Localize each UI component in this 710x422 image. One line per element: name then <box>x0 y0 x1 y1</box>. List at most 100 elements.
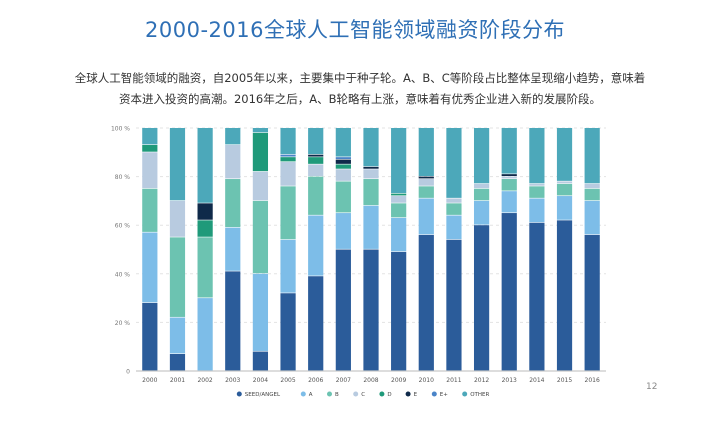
bar-segment <box>225 179 241 228</box>
bar-segment <box>252 200 269 274</box>
bar-segment <box>280 186 296 240</box>
y-tick-label: 100 % <box>111 126 130 133</box>
bar-segment <box>169 353 186 371</box>
bar-segment <box>252 351 269 371</box>
legend-label: E+ <box>440 392 448 398</box>
bar-segment <box>584 188 600 201</box>
bar-segment <box>280 128 296 155</box>
bar-segment <box>473 183 490 189</box>
bar-segment <box>529 186 545 198</box>
bar-segment <box>335 159 351 164</box>
legend-marker <box>431 391 437 397</box>
bar-segment <box>142 302 158 371</box>
x-tick-label: 2012 <box>474 377 489 384</box>
bar-segment <box>363 128 379 167</box>
bar-segment <box>501 179 517 191</box>
bar-segment <box>225 128 241 145</box>
bar-segment <box>501 191 517 213</box>
bar-segment <box>335 181 351 213</box>
legend-marker <box>353 391 359 397</box>
bar-segment <box>142 188 158 232</box>
bar-segment <box>556 183 573 196</box>
bar-segment <box>197 220 213 237</box>
bar-segment <box>169 200 186 237</box>
bar-segment <box>252 273 269 351</box>
bar-segment <box>556 181 573 184</box>
bar-segment <box>308 154 324 157</box>
bar-segment <box>529 183 545 186</box>
bar-segment <box>308 276 324 371</box>
bar-segment <box>280 293 296 371</box>
bar-segment <box>418 198 434 235</box>
bar-segment <box>363 249 379 371</box>
bar-segment <box>197 203 213 220</box>
bar-segment <box>501 174 517 176</box>
bar-segment <box>556 220 573 371</box>
bar-segment <box>280 157 296 162</box>
bar-segment <box>252 171 269 201</box>
bar-segment <box>280 239 296 293</box>
legend-label: D <box>387 392 391 398</box>
y-tick-label: 60 % <box>115 223 131 230</box>
legend-label: A <box>309 392 313 398</box>
bar-segment <box>556 128 573 181</box>
bar-segment <box>363 179 379 206</box>
bar-segment <box>142 232 158 303</box>
x-tick-label: 2002 <box>197 377 212 384</box>
bar-segment <box>363 205 379 249</box>
legend-label: SEED/ANGEL <box>245 392 281 398</box>
bar-segment <box>391 217 407 252</box>
bar-segment <box>584 183 600 189</box>
bar-segment <box>501 128 517 174</box>
bar-segment <box>584 234 600 371</box>
page-number: 12 <box>646 382 658 392</box>
bar-segment <box>529 198 545 223</box>
x-tick-label: 2001 <box>170 377 185 384</box>
x-tick-label: 2005 <box>280 377 295 384</box>
x-tick-label: 2015 <box>557 377 572 384</box>
legend-marker <box>379 391 385 397</box>
legend-marker <box>236 391 242 397</box>
bar-segment <box>446 198 462 203</box>
bar-segment <box>280 154 296 157</box>
bar-segment <box>501 176 517 179</box>
x-tick-label: 2004 <box>253 377 268 384</box>
bar-segment <box>391 193 407 196</box>
chart-title: 2000-2016全球人工智能领域融资阶段分布 <box>145 18 565 42</box>
bar-segment <box>308 215 324 276</box>
x-tick-label: 2010 <box>419 377 434 384</box>
bar-segment <box>335 213 351 249</box>
bar-segment <box>335 128 351 157</box>
bar-segment <box>142 145 158 152</box>
bar-segment <box>391 196 407 203</box>
legend-label: OTHER <box>470 392 489 398</box>
legend-marker <box>300 391 306 397</box>
x-tick-label: 2013 <box>502 377 517 384</box>
bar-segment <box>363 169 379 179</box>
bar-segment <box>391 128 407 194</box>
x-tick-label: 2003 <box>225 377 240 384</box>
bar-segment <box>142 128 158 145</box>
bar-segment <box>446 203 462 215</box>
x-tick-label: 2016 <box>585 377 600 384</box>
bar-segment <box>446 239 462 371</box>
bar-segment <box>197 237 213 298</box>
bar-segment <box>252 132 269 172</box>
x-tick-label: 2007 <box>336 377 351 384</box>
y-tick-label: 20 % <box>115 320 131 327</box>
legend-marker <box>327 391 332 397</box>
y-tick-label: 0 <box>126 369 130 376</box>
bar-segment <box>308 157 324 164</box>
bar-segment <box>225 227 241 271</box>
legend-marker <box>462 391 468 397</box>
bar-segment <box>169 317 186 354</box>
bar-segment <box>308 164 324 176</box>
bar-segment <box>584 128 600 184</box>
bar-segment <box>418 186 434 198</box>
bar-segment <box>418 234 434 371</box>
x-tick-label: 2006 <box>308 377 323 384</box>
bar-segment <box>529 128 545 184</box>
y-tick-label: 80 % <box>115 174 131 181</box>
bar-segment <box>335 164 351 169</box>
